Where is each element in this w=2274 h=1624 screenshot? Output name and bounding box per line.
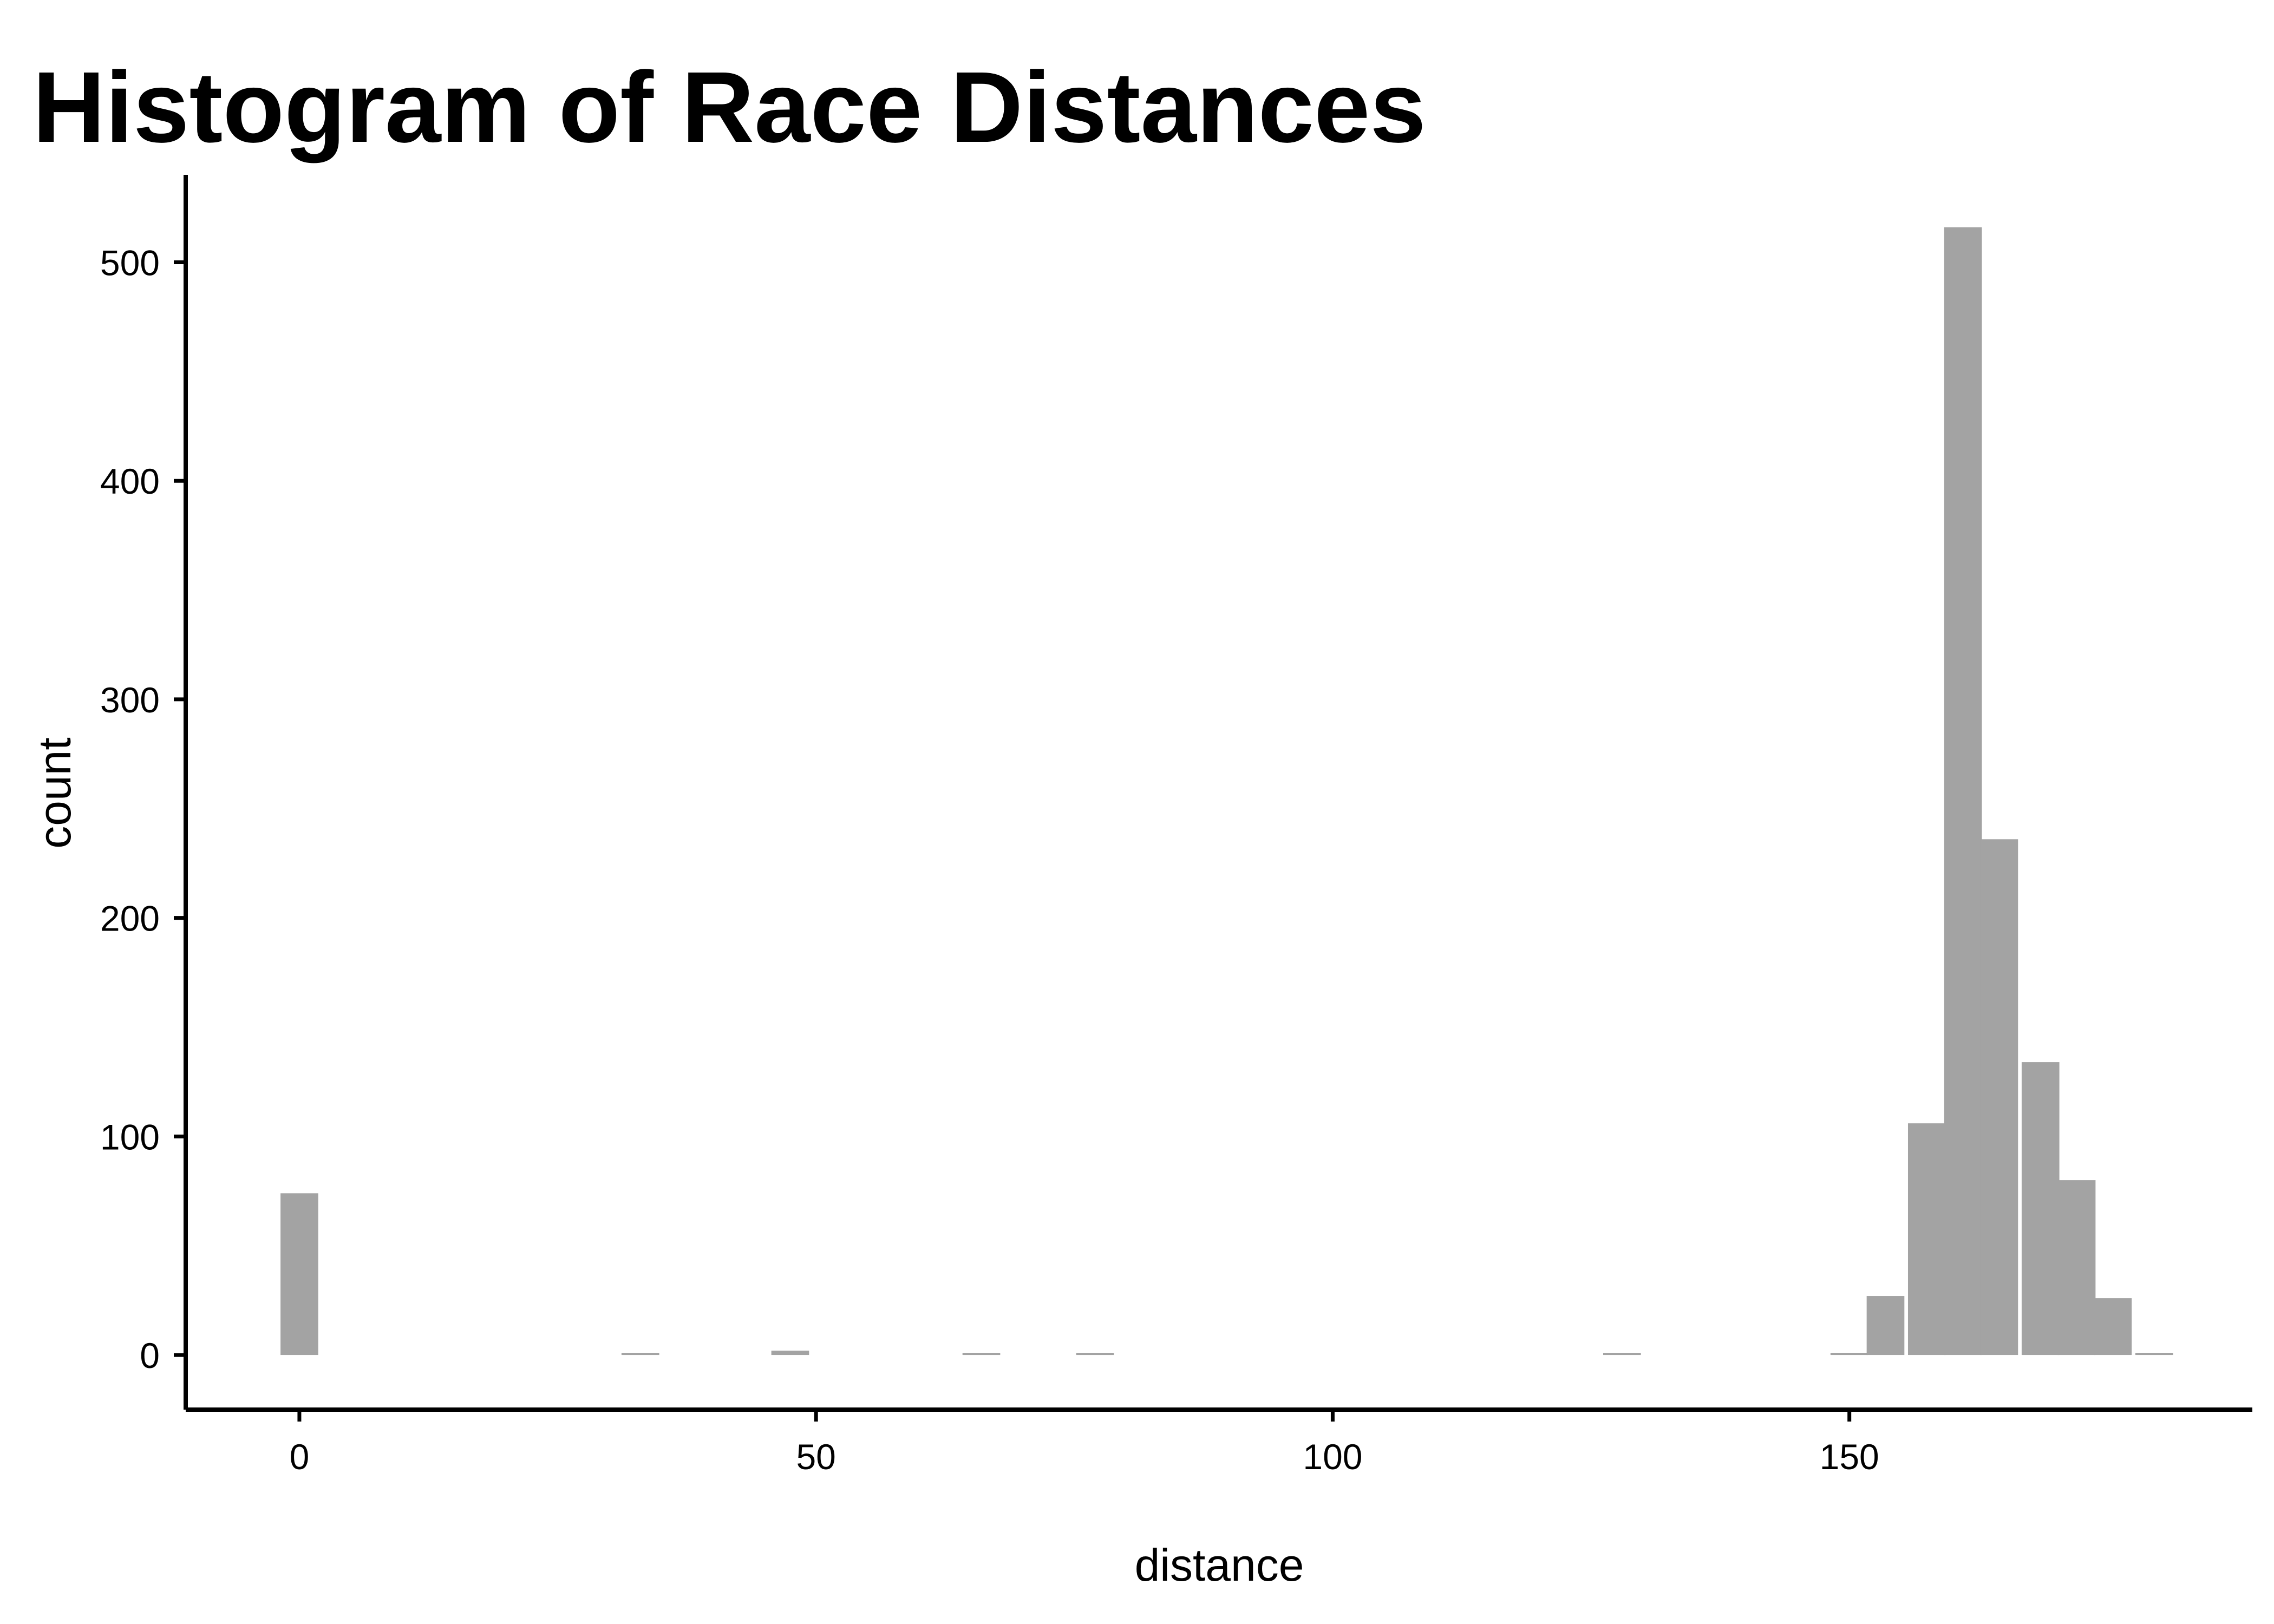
x-tick-label-150: 150 xyxy=(1820,1437,1879,1477)
x-ticks-group: 0 50 100 150 xyxy=(290,1410,1879,1477)
histogram-bar-14 xyxy=(2135,1353,2173,1355)
histogram-bar-1 xyxy=(621,1353,659,1355)
histogram-bar-13 xyxy=(2094,1298,2132,1355)
histogram-bar-5 xyxy=(1603,1353,1641,1355)
y-tick-label-500: 500 xyxy=(100,243,160,283)
y-tick-label-400: 400 xyxy=(100,461,160,501)
y-tick-label-100: 100 xyxy=(100,1117,160,1157)
y-tick-label-200: 200 xyxy=(100,899,160,939)
histogram-bar-9 xyxy=(1944,227,1982,1355)
histogram-bar-4 xyxy=(1076,1353,1114,1355)
histogram-bar-11 xyxy=(2021,1062,2060,1355)
bars-group xyxy=(280,227,2173,1355)
x-tick-label-100: 100 xyxy=(1303,1437,1362,1477)
histogram-bar-2 xyxy=(771,1350,809,1355)
histogram-bar-3 xyxy=(962,1353,1001,1355)
chart-title: Histogram of Race Distances xyxy=(32,51,1426,163)
histogram-bar-12 xyxy=(2057,1180,2096,1355)
x-tick-label-50: 50 xyxy=(796,1437,835,1477)
histogram-bar-10 xyxy=(1980,839,2018,1355)
y-tick-label-0: 0 xyxy=(140,1335,160,1376)
x-axis-label: distance xyxy=(1135,1540,1304,1590)
histogram-bar-8 xyxy=(1907,1123,1946,1355)
y-ticks-group: 0 100 200 300 400 500 xyxy=(100,243,186,1376)
histogram-bar-6 xyxy=(1830,1353,1868,1355)
y-axis-label: count xyxy=(29,737,80,849)
histogram-bar-0 xyxy=(280,1193,318,1355)
x-tick-label-0: 0 xyxy=(290,1437,310,1477)
histogram-bar-7 xyxy=(1866,1296,1905,1355)
y-tick-label-300: 300 xyxy=(100,680,160,720)
